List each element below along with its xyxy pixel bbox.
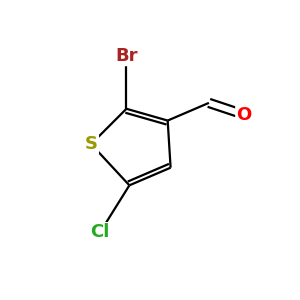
Text: S: S [85,135,98,153]
Text: Cl: Cl [90,224,110,242]
Text: Br: Br [115,47,138,65]
Text: O: O [237,106,252,124]
